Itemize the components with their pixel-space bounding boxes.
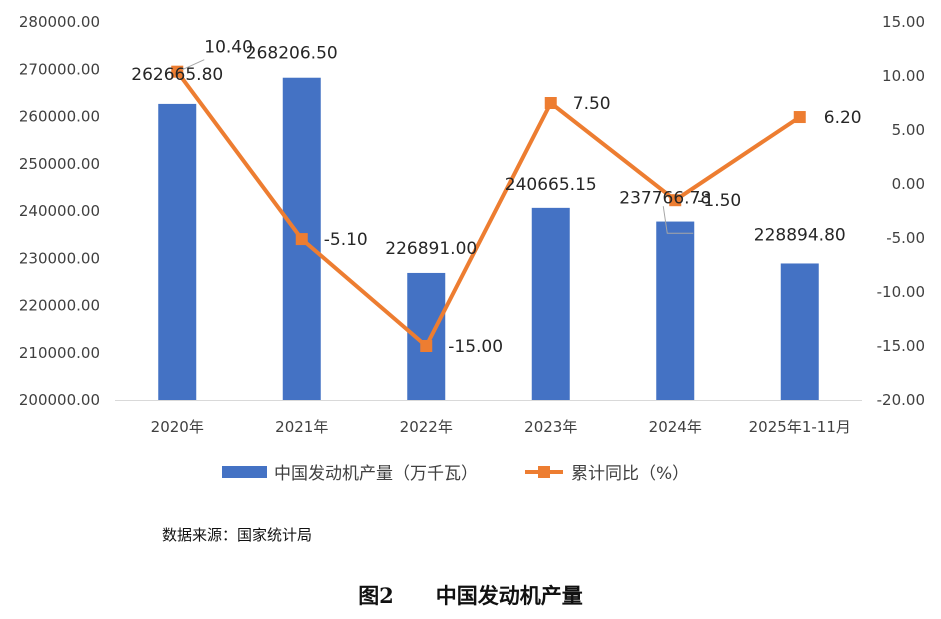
combo-chart: 280000.00 270000.00 260000.00 250000.00 2400… <box>19 13 925 484</box>
left-tick-label: 280000.00 <box>19 13 100 31</box>
left-tick-label: 230000.00 <box>19 249 100 267</box>
line-marker <box>171 65 184 78</box>
bar-data-label: 237766.78 <box>619 189 711 209</box>
category-label: 2021年 <box>275 418 328 436</box>
line-data-label: 6.20 <box>824 108 862 128</box>
line-data-label: 10.40 <box>204 38 253 58</box>
right-tick-label: -20.00 <box>877 391 925 409</box>
line-series <box>171 65 806 352</box>
line-data-label: -1.50 <box>697 191 741 211</box>
line-marker <box>295 233 308 246</box>
right-tick-label: -5.00 <box>886 229 925 247</box>
x-axis: 2020年 2021年 2022年 2023年 2024年 2025年1-11月 <box>115 400 862 436</box>
legend-label-bar: 中国发动机产量（万千瓦） <box>274 464 478 484</box>
bar-data-label: 228894.80 <box>754 225 846 245</box>
source-note: 数据来源：国家统计局 <box>162 526 313 544</box>
category-label: 2025年1-11月 <box>749 418 851 436</box>
leader-line <box>182 59 205 71</box>
left-tick-label: 220000.00 <box>19 297 100 315</box>
left-axis: 280000.00 270000.00 260000.00 250000.00 2400… <box>19 13 100 409</box>
bar <box>780 263 819 400</box>
line-marker <box>669 194 682 207</box>
right-tick-label: 10.00 <box>882 67 925 85</box>
line-data-label: -15.00 <box>448 337 503 357</box>
left-tick-label: 270000.00 <box>19 60 100 78</box>
legend-swatch-bar <box>222 466 267 478</box>
line-path <box>175 70 801 348</box>
legend-swatch-marker <box>538 466 550 478</box>
right-tick-label: -10.00 <box>877 283 925 301</box>
right-axis: 15.00 10.00 5.00 0.00 -5.00 -10.00 -15.00 -20.0… <box>877 13 925 409</box>
line-data-label: -5.10 <box>324 230 368 250</box>
left-tick-label: 200000.00 <box>19 391 100 409</box>
right-tick-label: 0.00 <box>892 175 925 193</box>
category-label: 2023年 <box>524 418 577 436</box>
legend-label-line: 累计同比（%） <box>571 464 689 484</box>
bar-data-label: 226891.00 <box>385 239 477 259</box>
legend: 中国发动机产量（万千瓦） 累计同比（%） <box>222 464 689 484</box>
left-tick-label: 250000.00 <box>19 155 100 173</box>
category-label: 2020年 <box>151 418 204 436</box>
bar <box>656 221 695 400</box>
line-marker <box>544 97 557 109</box>
left-tick-label: 260000.00 <box>19 108 100 126</box>
leader-line <box>662 206 694 234</box>
category-label: 2024年 <box>649 418 702 436</box>
category-label: 2022年 <box>400 418 453 436</box>
bar-data-label: 240665.15 <box>505 175 597 195</box>
right-tick-label: 15.00 <box>882 13 925 31</box>
line-data-label: 7.50 <box>573 94 611 114</box>
bar-data-label: 268206.50 <box>246 44 338 64</box>
bar-data-label: 262665.80 <box>131 65 223 85</box>
bar <box>158 103 197 400</box>
right-tick-label: -15.00 <box>877 337 925 355</box>
right-tick-label: 5.00 <box>892 121 925 139</box>
line-marker <box>420 340 433 352</box>
bar <box>531 207 570 400</box>
left-tick-label: 210000.00 <box>19 344 100 362</box>
line-marker <box>793 111 806 124</box>
figure-caption: 图2 中国发动机产量 <box>358 583 583 608</box>
left-tick-label: 240000.00 <box>19 202 100 220</box>
data-labels: 262665.80 268206.50 226891.00 240665.15 2377… <box>131 38 861 357</box>
